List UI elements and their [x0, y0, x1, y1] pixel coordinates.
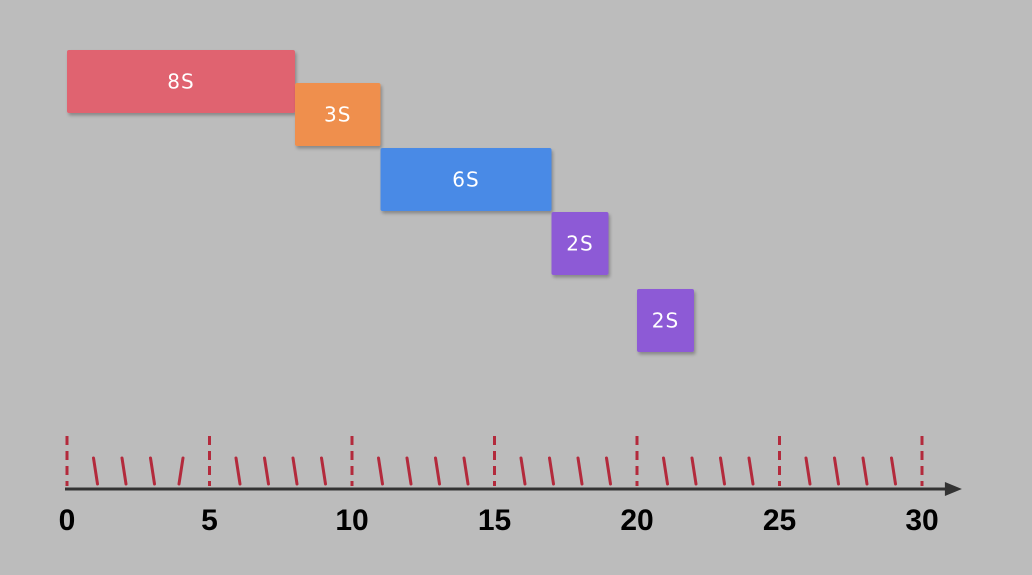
minor-tick	[605, 456, 612, 486]
task-bar-label: 2S	[652, 309, 679, 333]
minor-tick	[890, 456, 897, 486]
minor-tick	[519, 456, 527, 486]
minor-tick	[92, 456, 99, 486]
minor-tick	[263, 456, 270, 486]
minor-tick	[234, 456, 242, 486]
minor-tick	[291, 456, 299, 486]
axis-arrow-icon	[944, 482, 962, 496]
minor-tick	[434, 456, 441, 486]
task-bar-label: 2S	[566, 232, 593, 256]
task-bar-rect	[637, 289, 694, 352]
minor-tick	[833, 456, 840, 486]
minor-tick	[177, 456, 185, 486]
tick-label: 30	[905, 504, 938, 537]
tick-label: 0	[59, 504, 76, 537]
tick-label: 15	[478, 504, 511, 537]
minor-tick	[320, 456, 327, 486]
timeline-tick-labels: 0 5 10 15 20 25 30	[59, 504, 939, 537]
minor-tick	[149, 456, 156, 486]
task-bar-rect	[551, 212, 609, 275]
timeline-axis	[65, 482, 962, 496]
task-bar-label: 8S	[167, 70, 194, 94]
minor-tick	[662, 456, 669, 486]
task-bar-label: 6S	[452, 168, 479, 192]
task-bars: 8S 3S 6S 2S 2S	[67, 50, 694, 352]
task-bar: 3S	[295, 83, 381, 146]
minor-tick	[120, 456, 128, 486]
task-bar: 2S	[551, 212, 609, 275]
tick-label: 5	[201, 504, 218, 537]
minor-tick	[804, 456, 812, 486]
minor-tick	[719, 456, 726, 486]
task-bar-rect	[67, 50, 295, 113]
task-bar-rect	[295, 83, 381, 146]
minor-tick	[690, 456, 698, 486]
task-bar: 6S	[380, 148, 552, 211]
tick-label: 20	[620, 504, 653, 537]
minor-tick	[462, 456, 470, 486]
tick-label: 10	[335, 504, 368, 537]
minor-tick	[861, 456, 869, 486]
task-bar: 2S	[637, 289, 694, 352]
task-bar: 8S	[67, 50, 295, 113]
minor-tick	[747, 456, 755, 486]
task-bar-rect	[380, 148, 552, 211]
minor-tick	[377, 456, 384, 486]
minor-tick	[576, 456, 584, 486]
task-bar-label: 3S	[324, 103, 351, 127]
minor-tick	[548, 456, 555, 486]
minor-tick	[405, 456, 413, 486]
timeline-ticks	[65, 436, 924, 486]
tick-label: 25	[763, 504, 796, 537]
